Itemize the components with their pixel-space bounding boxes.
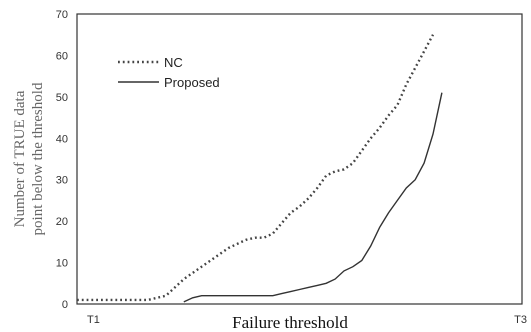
y-tick-label: 20 (56, 216, 68, 228)
y-tick-label: 30 (56, 175, 68, 187)
legend-label-nc: NC (164, 55, 183, 70)
series-line-nc (77, 34, 435, 302)
legend: NC Proposed (118, 55, 220, 90)
y-axis-label-line-1: Number of TRUE data (12, 90, 28, 227)
plot-frame (76, 13, 523, 305)
y-tick-label: 60 (56, 50, 68, 62)
y-axis-label: Number of TRUE data point below the thre… (12, 82, 46, 235)
y-tick-label: 70 (56, 9, 68, 21)
x-tick-label: T3 (514, 314, 527, 326)
x-axis-label: Failure threshold (232, 313, 348, 332)
y-tick-label: 0 (62, 299, 68, 311)
x-axis-ticks: T1 T3 (87, 314, 527, 326)
y-tick-label: 50 (56, 92, 68, 104)
legend-label-proposed: Proposed (164, 75, 220, 90)
x-tick-label: T1 (87, 314, 100, 326)
series-line-proposed (183, 92, 443, 303)
y-tick-label: 10 (56, 258, 68, 270)
y-tick-label: 40 (56, 133, 68, 145)
y-axis-label-line-2: point below the threshold (30, 82, 46, 235)
y-axis-ticks: 0 10 20 30 40 50 60 70 (56, 9, 68, 311)
series-layer (77, 34, 443, 303)
